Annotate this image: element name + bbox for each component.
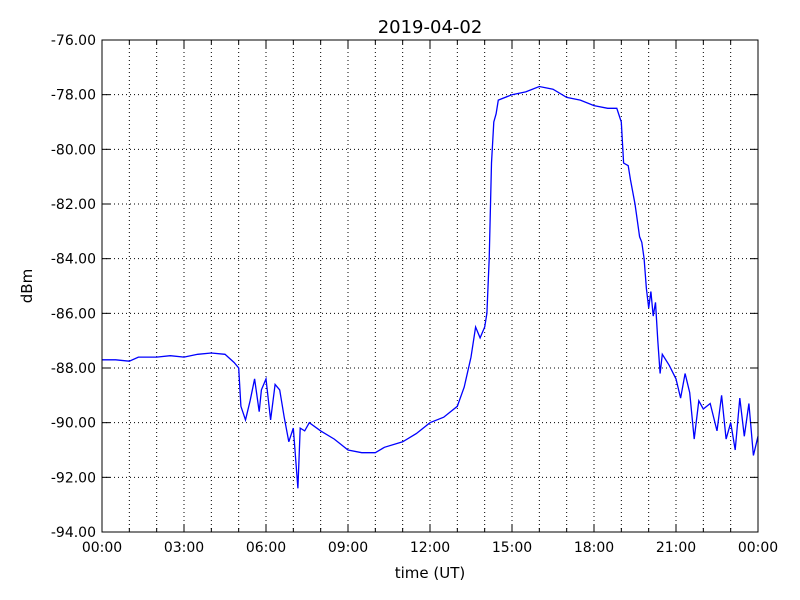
y-tick-label: -90.00	[51, 416, 96, 432]
x-tick-label: 21:00	[656, 540, 696, 556]
y-tick-label: -94.00	[51, 525, 96, 541]
x-tick-label: 00:00	[738, 540, 778, 556]
x-tick-label: 09:00	[328, 540, 368, 556]
y-tick-label: -82.00	[51, 197, 96, 213]
y-tick-label: -80.00	[51, 142, 96, 158]
x-axis-label: time (UT)	[395, 564, 466, 582]
x-tick-label: 15:00	[492, 540, 532, 556]
y-tick-label: -78.00	[51, 88, 96, 104]
y-axis-label: dBm	[18, 269, 36, 303]
axis-ticks: 00:00 03:00 06:00 09:00 12:00 15:00 18:00 21:00…	[51, 33, 778, 556]
x-tick-label: 18:00	[574, 540, 614, 556]
y-tick-label: -88.00	[51, 361, 96, 377]
y-tick-label: -76.00	[51, 33, 96, 49]
x-tick-label: 03:00	[164, 540, 204, 556]
chart-title: 2019-04-02	[378, 17, 483, 38]
x-tick-label: 00:00	[82, 540, 122, 556]
y-tick-label: -92.00	[51, 470, 96, 486]
y-tick-label: -86.00	[51, 306, 96, 322]
x-tick-label: 06:00	[246, 540, 286, 556]
x-tick-label: 12:00	[410, 540, 450, 556]
y-tick-label: -84.00	[51, 252, 96, 268]
series-line	[102, 85, 759, 489]
